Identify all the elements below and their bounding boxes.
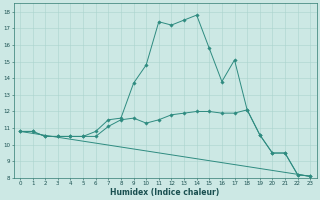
X-axis label: Humidex (Indice chaleur): Humidex (Indice chaleur) [110,188,220,197]
